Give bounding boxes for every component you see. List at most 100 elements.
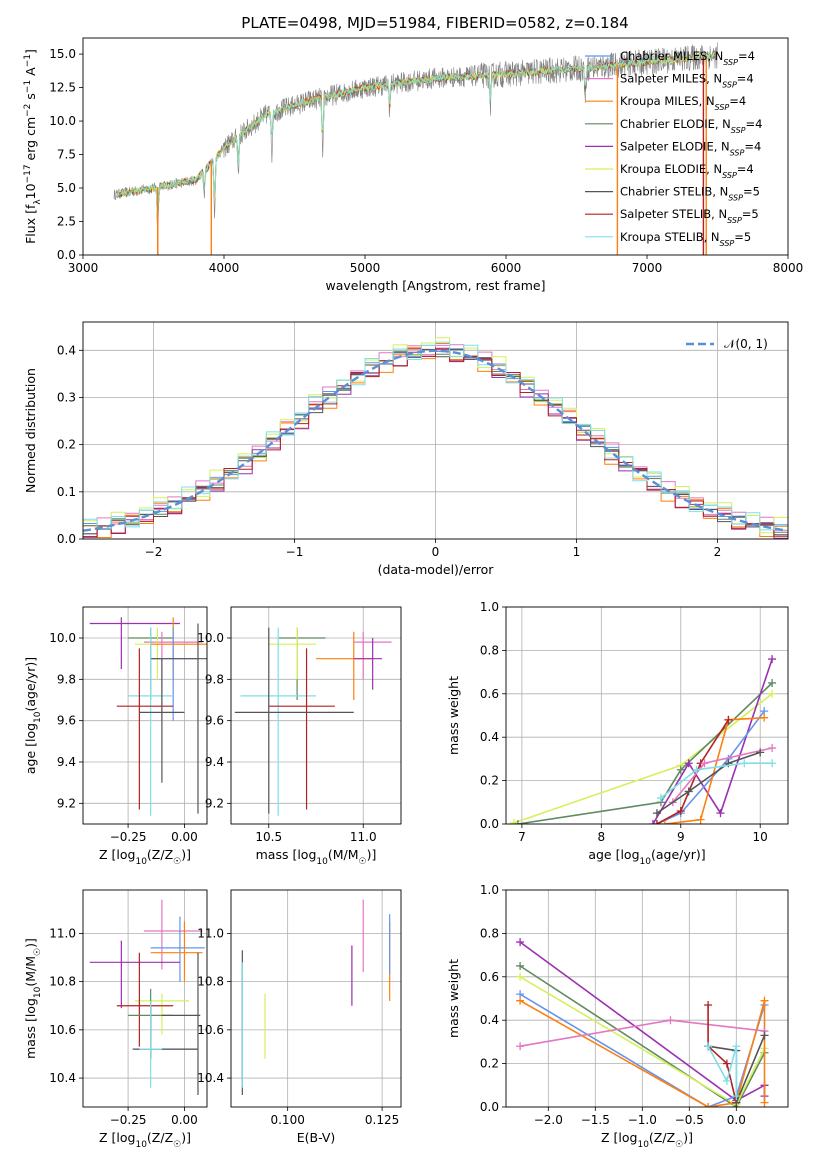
grid — [231, 890, 401, 1107]
y-tick-label: 0.0 — [57, 532, 76, 546]
y-tick-label: 0.0 — [57, 248, 76, 262]
weight-line-chabrier_elodie — [519, 965, 766, 1107]
axes-frame — [505, 606, 789, 825]
x-tick-label: 0 — [432, 545, 440, 559]
normal-curve — [83, 349, 786, 532]
errorbar-point — [89, 617, 180, 669]
y-tick-label: 0.4 — [480, 1013, 499, 1027]
x-axis-label: wavelength [Angstrom, rest frame] — [325, 278, 545, 293]
errorbar-point — [143, 899, 203, 970]
errorbar-point — [132, 1005, 198, 1059]
y-axis-label: mass weight — [446, 676, 461, 755]
plus-marker — [760, 996, 769, 1005]
x-tick-label: 0.100 — [270, 1113, 304, 1127]
axes: −2 −1 0 1 2 0.0 0.1 0.2 0.3 0.4 (data-model)/error… — [23, 343, 721, 577]
errorbar-point — [278, 627, 326, 700]
y-tick-label: 10.4 — [197, 1071, 224, 1085]
x-tick-label: 6000 — [491, 261, 522, 275]
y-tick-label: 5.0 — [57, 181, 76, 195]
mass-weight-vs-age-panel: 7 8 9 10 0.0 0.2 0.4 0.6 0.8 1.0 age [log10(age/yr… — [446, 600, 789, 867]
figure-title: PLATE=0498, MJD=51984, FIBERID=0582, z=0… — [241, 14, 628, 32]
plus-marker — [756, 748, 765, 757]
x-tick-label: 3000 — [68, 261, 99, 275]
y-tick-label: 9.6 — [57, 714, 76, 728]
y-axis-label: mass weight — [446, 959, 461, 1038]
x-tick-label: −2.0 — [534, 1113, 563, 1127]
plot-area — [89, 617, 207, 816]
x-axis-label: (data-model)/error — [378, 562, 495, 577]
plus-marker — [732, 1092, 741, 1101]
plus-marker — [516, 961, 525, 970]
plus-marker — [684, 787, 693, 796]
x-tick-label: −0.25 — [110, 830, 147, 844]
axes-frame — [230, 606, 402, 825]
x-tick-label: −1.0 — [628, 1113, 657, 1127]
y-tick-label: 0.0 — [480, 1100, 499, 1114]
plus-marker — [660, 820, 669, 824]
errorbar-point — [134, 1005, 198, 1059]
plus-marker — [760, 1031, 769, 1040]
plus-marker — [768, 655, 777, 664]
legend-label: Chabrier MILES, NSSP=4 — [620, 49, 755, 67]
y-tick-label: 9.8 — [57, 672, 76, 686]
y-tick-label: 10.6 — [197, 1023, 224, 1037]
axes: −0.25 0.00 10.4 10.6 10.8 11.0 Z [log10(Z/Z☉)]… — [23, 926, 198, 1150]
weight-line-chabrier_elodie — [517, 682, 773, 824]
errorbar-point — [353, 638, 383, 690]
plus-marker — [676, 806, 685, 815]
age-vs-mass-panel: 10.5 11.0 9.2 9.4 9.6 9.8 10.0 mass [log10(M/M☉… — [197, 606, 402, 867]
plus-marker — [722, 1076, 731, 1085]
mass-vs-metallicity-panel: −0.25 0.00 10.4 10.6 10.8 11.0 Z [log10(Z/Z☉)]… — [23, 889, 208, 1150]
x-tick-label: −1.5 — [581, 1113, 610, 1127]
plus-marker — [704, 1001, 713, 1010]
errorbar-point — [268, 627, 316, 680]
plus-marker — [516, 938, 525, 947]
plus-marker — [696, 815, 705, 824]
plus-marker — [700, 759, 709, 768]
plus-marker — [768, 689, 777, 698]
y-tick-label: 0.8 — [480, 926, 499, 940]
errorbar-point — [128, 627, 174, 816]
legend-label: Kroupa MILES, NSSP=4 — [620, 94, 746, 112]
x-tick-label: 0.125 — [365, 1113, 399, 1127]
grid — [231, 607, 401, 824]
errorbar-point — [240, 627, 316, 816]
plus-marker — [768, 678, 777, 687]
y-tick-label: 11.0 — [197, 926, 224, 940]
x-tick-label: −2 — [145, 545, 163, 559]
axes: 0.100 0.125 10.4 10.6 10.8 11.0 E(B-V) — [197, 926, 399, 1145]
spectrum-legend: Chabrier MILES, NSSP=4 Salpeter MILES, NS… — [585, 49, 762, 247]
y-tick-label: 0.2 — [480, 774, 499, 788]
y-tick-label: 15.0 — [49, 47, 76, 61]
y-tick-label: 10.0 — [197, 631, 224, 645]
plus-marker — [676, 765, 685, 774]
x-tick-label: 0.0 — [727, 1113, 746, 1127]
weight-line-kroupa_miles — [664, 716, 765, 824]
plus-marker — [768, 744, 777, 753]
weight-line-salpeter_elodie — [652, 658, 773, 824]
y-tick-label: 9.4 — [57, 755, 76, 769]
residuals-histogram-panel: −2 −1 0 1 2 0.0 0.1 0.2 0.3 0.4 (data-model)/error… — [23, 321, 789, 577]
errorbar-point — [150, 916, 205, 982]
y-tick-label: 10.0 — [49, 114, 76, 128]
y-tick-label: 0.3 — [57, 390, 76, 404]
x-axis-label: E(B-V) — [297, 1130, 336, 1145]
plot-area — [516, 938, 769, 1107]
errorbar-point — [134, 993, 189, 1035]
x-tick-label: −1 — [286, 545, 304, 559]
y-tick-label: 2.5 — [57, 215, 76, 229]
y-tick-label: 9.4 — [205, 755, 224, 769]
x-tick-label: 8000 — [773, 261, 804, 275]
axes-frame — [230, 889, 402, 1108]
x-tick-label: 5000 — [350, 261, 381, 275]
y-tick-label: 11.0 — [49, 926, 76, 940]
y-tick-label: 9.2 — [205, 796, 224, 810]
axes: 3000 4000 5000 6000 7000 8000 0.0 2.5 5.0 7.5 10.0… — [23, 47, 803, 293]
x-tick-label: 0.00 — [171, 1113, 198, 1127]
x-tick-label: −0.5 — [675, 1113, 704, 1127]
y-tick-label: 1.0 — [480, 883, 499, 897]
weight-line-chabrier_miles — [656, 710, 765, 824]
x-axis-label: Z [log10(Z/Z☉)] — [601, 1130, 693, 1150]
plot-area — [234, 627, 392, 816]
plot-area — [83, 337, 788, 539]
